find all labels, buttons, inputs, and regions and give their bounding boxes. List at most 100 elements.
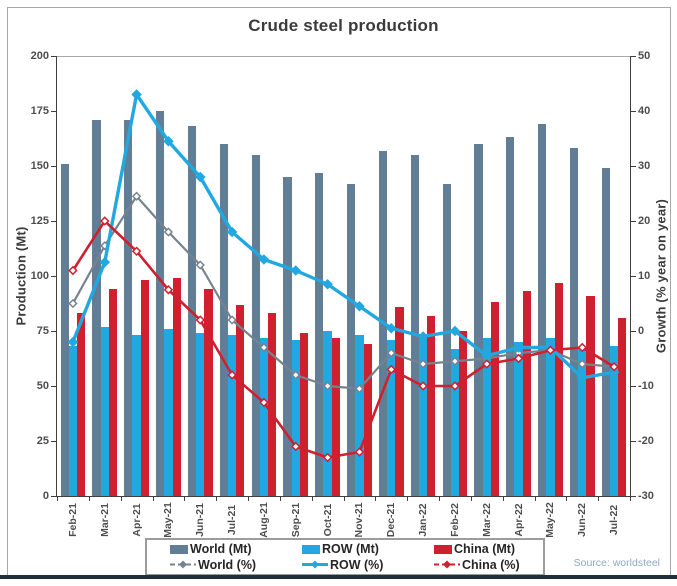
left-axis-tick xyxy=(51,221,57,222)
legend-item-china: China (%) xyxy=(411,558,543,572)
legend-label: ROW (%) xyxy=(330,557,384,572)
right-axis-tick xyxy=(630,166,636,167)
x-axis-tick xyxy=(407,496,409,501)
bar-row-mt xyxy=(355,335,364,496)
x-axis-tick xyxy=(152,496,154,501)
bar-china-mt xyxy=(108,289,118,496)
bar-row-mt xyxy=(164,328,173,496)
left-axis-tick-label: 150 xyxy=(30,159,49,172)
legend-label: China (%) xyxy=(462,557,520,572)
x-axis-month-label: Feb-21 xyxy=(66,503,79,537)
bar-row-mt xyxy=(196,333,205,496)
left-axis-tick-label: 25 xyxy=(36,434,49,447)
bar-row-mt xyxy=(514,342,523,496)
chart-title: Crude steel production xyxy=(248,16,439,35)
left-axis-tick-label: 175 xyxy=(30,104,49,117)
legend-item-row-mt: ROW (Mt) xyxy=(279,542,411,556)
bar-row-mt xyxy=(132,335,141,496)
left-axis-tick xyxy=(51,166,57,167)
right-axis-tick-label: 10 xyxy=(638,269,651,282)
x-axis-tick xyxy=(343,496,345,501)
bar-china-mt xyxy=(459,331,468,496)
left-axis-tick xyxy=(51,441,57,442)
right-axis-tick-label: 40 xyxy=(638,104,651,117)
x-axis-tick xyxy=(57,496,58,501)
bar-china-mt xyxy=(395,306,404,496)
x-axis-month-label: Sep-21 xyxy=(289,502,302,538)
bar-row-mt xyxy=(418,335,428,496)
x-axis-tick xyxy=(248,496,249,501)
bar-row-mt xyxy=(546,337,555,496)
right-axis-tick-label: -20 xyxy=(638,434,654,447)
left-axis-tick xyxy=(51,331,57,332)
legend-item-world: World (%) xyxy=(147,558,279,572)
right-axis-tick-label: 0 xyxy=(638,324,645,337)
bar-world-mt xyxy=(60,163,69,496)
left-axis-tick xyxy=(51,386,57,387)
x-axis-month-label: Dec-21 xyxy=(385,502,398,538)
right-axis-tick xyxy=(630,331,636,332)
left-axis-tick-label: 125 xyxy=(30,214,49,227)
bar-row-mt xyxy=(68,346,77,496)
bar-china-mt xyxy=(363,344,372,496)
x-axis-month-label: Apr-21 xyxy=(130,503,143,537)
legend-item-world-mt: World (Mt) xyxy=(147,542,279,556)
x-axis-month-label: Feb-22 xyxy=(448,503,461,537)
legend-row-bars: World (Mt) ROW (Mt) China (Mt) xyxy=(147,542,543,556)
x-axis-month-label: Aug-21 xyxy=(257,502,270,538)
bar-row-mt xyxy=(323,331,332,496)
right-axis-tick xyxy=(630,441,636,442)
right-axis-tick xyxy=(630,276,636,277)
x-axis-month-label: Jul-22 xyxy=(608,504,621,536)
legend-item-china-mt: China (Mt) xyxy=(411,542,543,556)
legend-row-lines: World (%) ROW (%) China (%) xyxy=(147,558,543,572)
legend-label: ROW (Mt) xyxy=(322,542,379,557)
bar-world-mt xyxy=(474,144,483,496)
x-axis-month-label: Jun-21 xyxy=(194,503,207,537)
bar-china-mt xyxy=(522,291,531,496)
left-axis-tick xyxy=(51,111,57,112)
bar-world-mt xyxy=(283,177,292,496)
bar-world-mt xyxy=(601,168,610,496)
bar-china-mt xyxy=(490,302,500,496)
left-axis-tick-label: 50 xyxy=(36,379,49,392)
x-axis-tick xyxy=(630,496,631,501)
x-axis-tick xyxy=(120,496,122,501)
bar-china-mt xyxy=(331,337,340,496)
bar-world-mt xyxy=(124,119,133,496)
right-axis-title: Growth (% year on year) xyxy=(653,198,669,354)
right-axis-tick xyxy=(630,386,636,387)
bar-world-mt xyxy=(315,172,324,496)
bar-china-mt xyxy=(172,278,181,496)
bar-row-mt xyxy=(227,335,237,496)
bar-china-mt xyxy=(77,313,86,496)
bar-china-mt xyxy=(236,304,245,496)
right-axis-tick-label: 20 xyxy=(638,214,651,227)
source-note: Source: worldsteel xyxy=(573,557,660,569)
bar-world-mt xyxy=(219,144,228,496)
bar-world-mt xyxy=(442,183,451,496)
legend-box: World (Mt) ROW (Mt) China (Mt) World (%) RO… xyxy=(145,538,545,576)
x-axis-tick xyxy=(534,496,536,501)
x-axis-month-label: May-21 xyxy=(162,502,175,538)
bar-row-mt xyxy=(450,348,459,496)
bar-china-mt xyxy=(427,315,436,496)
left-axis-tick-label: 75 xyxy=(36,324,49,337)
x-axis-tick xyxy=(566,496,568,501)
right-axis-tick-label: 30 xyxy=(638,159,651,172)
x-axis-tick xyxy=(502,496,504,501)
bar-row-mt xyxy=(578,348,587,496)
x-axis-tick xyxy=(375,496,377,501)
left-axis-tick-label: 200 xyxy=(30,49,49,62)
bar-china-mt xyxy=(586,295,595,496)
right-axis-tick xyxy=(630,111,636,112)
bar-row-mt xyxy=(387,339,396,496)
left-axis-tick-label: 0 xyxy=(42,489,49,502)
x-axis-tick xyxy=(311,496,313,501)
x-axis-month-label: Nov-21 xyxy=(353,502,366,538)
x-axis-month-label: Jan-22 xyxy=(417,503,430,537)
legend-swatch xyxy=(170,544,188,554)
right-axis-tick-label: -30 xyxy=(638,489,654,502)
x-axis-tick xyxy=(184,496,186,501)
